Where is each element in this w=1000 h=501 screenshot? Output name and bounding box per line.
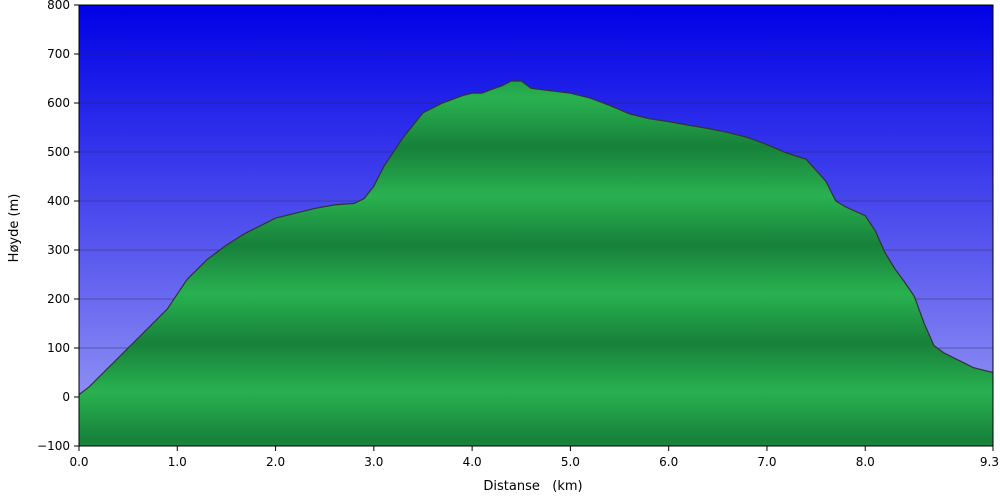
x-axis-title: Distanse (km) [483,479,582,494]
x-tick-label: 3.0 [364,455,383,469]
y-axis-title: Høyde (m) [7,194,22,263]
x-tick-label: 4.0 [463,455,482,469]
x-tick-label: 9.3 [980,455,999,469]
x-tick-label: 7.0 [757,455,776,469]
y-tick-label: 0 [62,390,70,404]
x-tick-label: 8.0 [856,455,875,469]
elevation-line [78,80,994,396]
y-tick-label: 600 [47,96,70,110]
y-tick-label: 300 [47,243,70,257]
x-tick-label: 6.0 [659,455,678,469]
y-tick-labels: −100 0 100 200 300 400 500 600 700 800 [37,0,70,453]
x-tick-label: 2.0 [266,455,285,469]
axis-ticks [74,4,994,451]
x-tick-label: 1.0 [168,455,187,469]
y-tick-label: 700 [47,47,70,61]
y-tick-label: 100 [47,341,70,355]
y-tick-label: 400 [47,194,70,208]
y-tick-label: 200 [47,292,70,306]
plot-frame [78,4,994,447]
y-tick-label: 800 [47,0,70,12]
y-tick-label: 500 [47,145,70,159]
y-tick-label: −100 [37,439,70,453]
x-tick-label: 0.0 [69,455,88,469]
x-tick-label: 5.0 [561,455,580,469]
x-tick-labels: 0.0 1.0 2.0 3.0 4.0 5.0 6.0 7.0 8.0 9.3 [69,455,999,469]
elevation-area [79,81,993,446]
